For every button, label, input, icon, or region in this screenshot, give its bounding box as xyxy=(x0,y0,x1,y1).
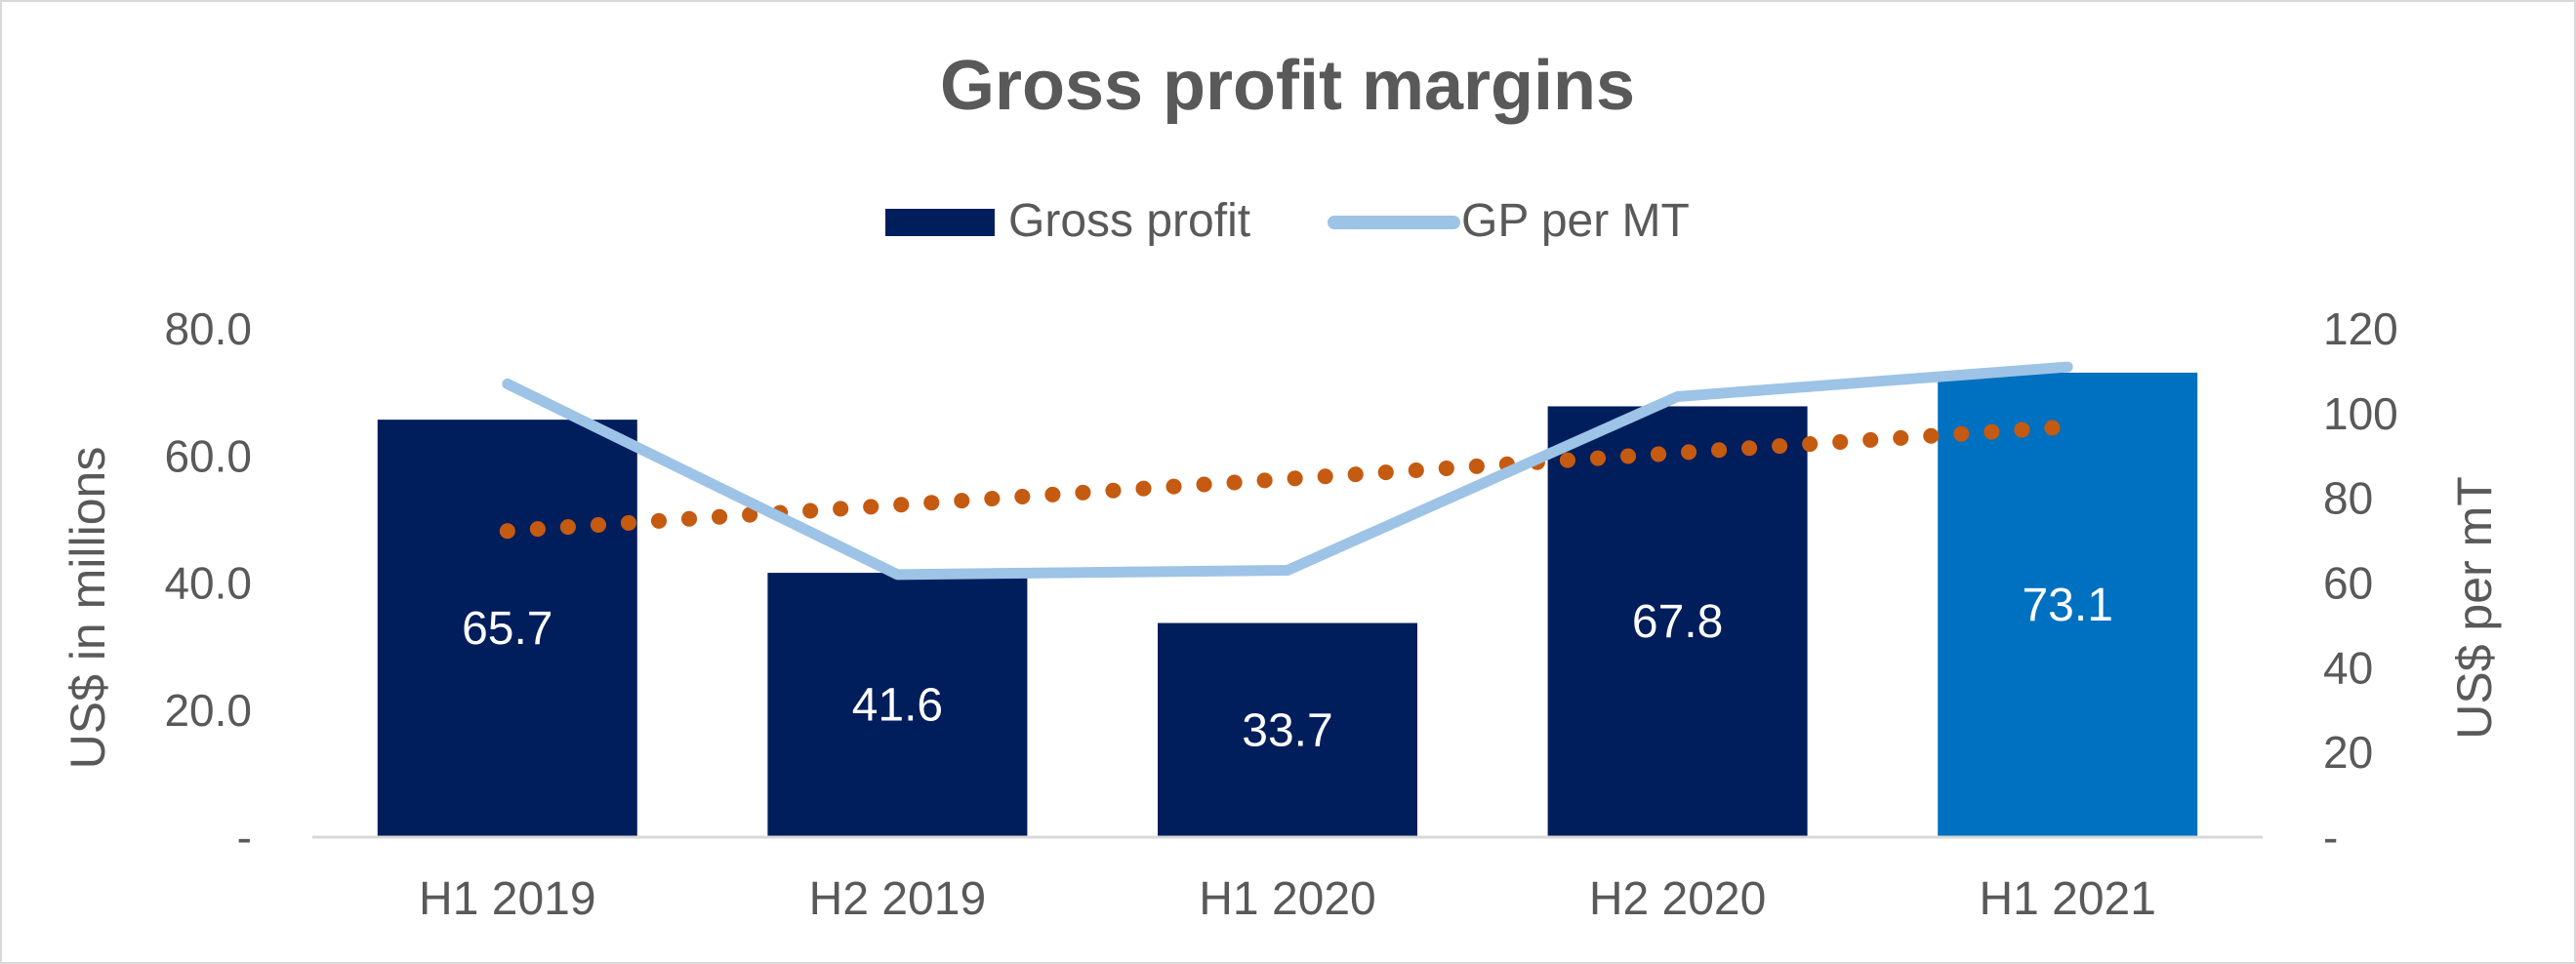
bar xyxy=(767,573,1028,837)
y-tick-right: 60 xyxy=(2323,558,2373,609)
y-axis-left: - 20.0 40.0 60.0 80.0 xyxy=(164,303,252,863)
y-tick-left: 60.0 xyxy=(164,430,252,481)
trendline-path xyxy=(499,419,2076,540)
x-tick-label: H1 2019 xyxy=(419,873,595,925)
y-axis-right: - 20 40 60 80 100 120 xyxy=(2323,303,2398,863)
y-tick-right: 80 xyxy=(2323,473,2373,524)
chart-title: Gross profit margins xyxy=(940,47,1635,125)
y-tick-right: - xyxy=(2323,812,2338,863)
gp-per-mt-line xyxy=(502,361,2073,581)
y-tick-right: 100 xyxy=(2323,388,2398,439)
bar-value-label: 65.7 xyxy=(462,603,552,655)
bar xyxy=(377,420,637,837)
bar xyxy=(1938,372,2198,837)
bar-value-label: 41.6 xyxy=(852,680,943,732)
y-tick-right: 120 xyxy=(2323,303,2398,354)
legend-label-gp-per-mt: GP per MT xyxy=(1461,195,1690,247)
bar xyxy=(1158,623,1417,837)
y-tick-left: 40.0 xyxy=(164,558,252,609)
gp-per-mt-series xyxy=(502,361,2073,581)
y-axis-title-right: US$ per mT xyxy=(2447,476,2502,740)
y-tick-right: 20 xyxy=(2323,727,2373,778)
x-tick-label: H2 2019 xyxy=(809,873,986,925)
y-tick-left: - xyxy=(237,812,252,863)
y-tick-left: 80.0 xyxy=(164,303,252,354)
y-axis-title-left: US$ in millions xyxy=(61,447,115,770)
y-tick-left: 20.0 xyxy=(164,685,252,736)
legend: Gross profit GP per MT xyxy=(885,195,1690,247)
bar xyxy=(1547,406,1808,837)
legend-swatch-gross-profit xyxy=(885,209,995,236)
x-axis: H1 2019 H2 2019 H1 2020 H2 2020 H1 2021 xyxy=(419,873,2156,925)
x-tick-label: H2 2020 xyxy=(1589,873,1766,925)
x-tick-label: H1 2021 xyxy=(1979,873,2155,925)
y-tick-right: 40 xyxy=(2323,642,2373,693)
bars xyxy=(377,372,2198,837)
bar-value-label: 67.8 xyxy=(1632,596,1723,648)
legend-label-gross-profit: Gross profit xyxy=(1008,195,1250,247)
bar-value-label: 33.7 xyxy=(1242,704,1332,756)
trendline xyxy=(499,419,2076,540)
x-tick-label: H1 2020 xyxy=(1199,873,1375,925)
bar-value-label: 73.1 xyxy=(2022,580,2112,631)
bar-labels: 65.7 41.6 33.7 67.8 73.1 xyxy=(462,580,2113,756)
